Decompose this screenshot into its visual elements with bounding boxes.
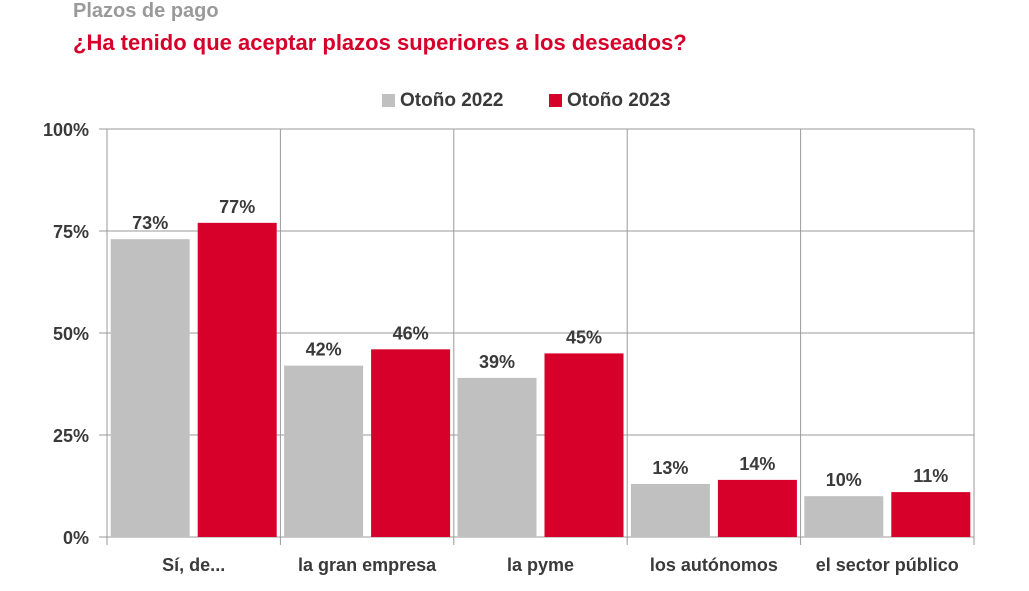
legend-label: Otoño 2022 xyxy=(400,90,503,111)
legend-swatch xyxy=(549,94,562,107)
chart-title: ¿Ha tenido que aceptar plazos superiores… xyxy=(73,30,687,55)
bar xyxy=(371,349,451,537)
bar xyxy=(717,479,797,537)
y-tick-label: 100% xyxy=(43,120,89,140)
bar xyxy=(630,483,710,537)
bar xyxy=(284,365,364,537)
y-tick-label: 0% xyxy=(63,528,89,548)
data-label: 39% xyxy=(479,352,515,372)
legend-label: Otoño 2023 xyxy=(567,90,670,111)
y-tick-label: 75% xyxy=(53,222,89,242)
bar xyxy=(544,353,624,537)
legend-swatch xyxy=(382,94,395,107)
bar xyxy=(110,239,190,537)
x-tick-label: los autónomos xyxy=(650,555,778,575)
data-label: 13% xyxy=(652,458,688,478)
bar xyxy=(891,492,971,537)
data-label: 45% xyxy=(566,327,602,347)
data-label: 11% xyxy=(913,466,948,486)
x-tick-label: el sector público xyxy=(816,555,959,575)
data-label: 46% xyxy=(393,323,429,343)
y-tick-label: 50% xyxy=(53,324,89,344)
bar xyxy=(197,222,277,537)
y-tick-label: 25% xyxy=(53,426,89,446)
x-tick-label: la pyme xyxy=(507,555,574,575)
data-label: 42% xyxy=(306,340,342,360)
bar xyxy=(804,496,884,537)
chart-subtitle: Plazos de pago xyxy=(73,0,219,22)
data-label: 10% xyxy=(826,470,862,490)
x-tick-label: Sí, de... xyxy=(162,555,225,575)
data-label: 73% xyxy=(132,213,168,233)
bar xyxy=(457,377,537,537)
x-tick-label: la gran empresa xyxy=(298,555,437,575)
data-label: 77% xyxy=(219,197,255,217)
data-label: 14% xyxy=(739,454,775,474)
